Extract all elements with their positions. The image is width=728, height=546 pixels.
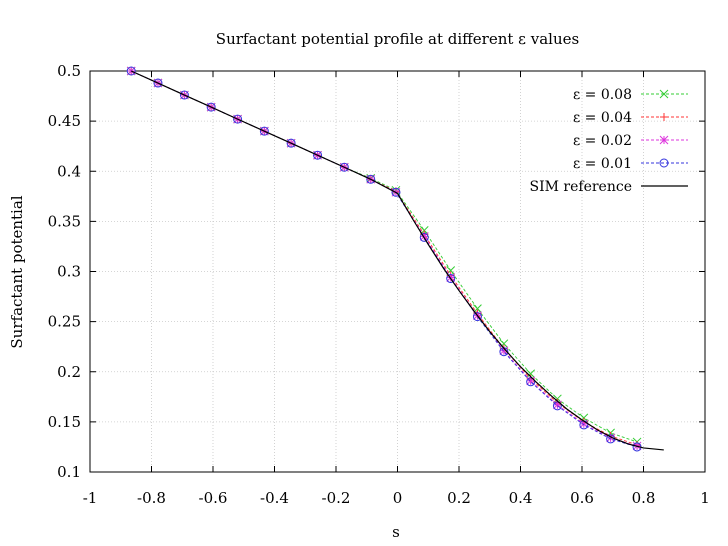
chart-title: Surfactant potential profile at differen… — [216, 30, 579, 48]
series-4-point — [126, 66, 136, 76]
series-4-point — [472, 312, 482, 322]
series-4-point — [206, 102, 216, 112]
series-layer — [126, 66, 664, 452]
y-tick-label: 0.25 — [48, 313, 81, 331]
series-3-line — [131, 70, 638, 447]
legend-swatch-marker — [660, 113, 668, 121]
series-2-line — [131, 70, 638, 446]
legend-label: ε = 0.01 — [573, 156, 632, 172]
x-tick-label: -0.4 — [260, 489, 289, 507]
series-4-point — [339, 162, 349, 172]
series-1-point — [499, 339, 509, 349]
legend-label: ε = 0.02 — [573, 133, 632, 149]
legend: ε = 0.08 ε = 0.04 ε = 0.02 ε = 0.01 SIM refe… — [530, 87, 688, 195]
legend-swatch-marker — [659, 89, 669, 99]
x-tick-label: 0.6 — [570, 489, 594, 507]
series-1-point — [526, 369, 536, 379]
y-tick-label: 0.4 — [57, 162, 81, 180]
series-5-line — [130, 70, 664, 451]
legend-swatch-marker — [659, 135, 669, 145]
y-axis-label: Surfactant potential — [8, 195, 26, 348]
series-4-line — [131, 70, 638, 448]
x-tick-label: 1 — [700, 489, 710, 507]
legend-label: ε = 0.04 — [573, 110, 632, 126]
x-tick-label: 0.8 — [632, 489, 656, 507]
y-tick-label: 0.1 — [57, 463, 81, 481]
series-4-point — [366, 174, 376, 184]
series-4-point — [313, 150, 323, 160]
series-4-point — [259, 126, 269, 136]
series-4-point — [419, 232, 429, 242]
x-tick-label: -0.8 — [137, 489, 166, 507]
x-tick-label: -0.2 — [322, 489, 351, 507]
legend-swatch-marker — [659, 158, 669, 168]
series-4-point — [446, 274, 456, 284]
x-tick-label: 0.2 — [447, 489, 471, 507]
legend-label: ε = 0.08 — [573, 87, 632, 103]
axis-ticks: -1 -0.8 -0.6 -0.4 -0.2 0 0.2 0.4 0.6 0.8 1 0.1 0.15 0… — [48, 62, 710, 507]
x-tick-label: -1 — [83, 489, 98, 507]
y-tick-label: 0.35 — [48, 212, 81, 230]
series-4-point — [179, 90, 189, 100]
y-tick-label: 0.2 — [57, 363, 81, 381]
x-axis-label: s — [392, 523, 400, 541]
x-tick-label: 0 — [393, 489, 403, 507]
x-tick-label: -0.6 — [199, 489, 228, 507]
y-tick-label: 0.3 — [57, 263, 81, 281]
series-4-point — [391, 187, 401, 197]
y-tick-label: 0.5 — [57, 62, 81, 80]
y-tick-label: 0.15 — [48, 413, 81, 431]
legend-label: SIM reference — [530, 179, 632, 195]
y-tick-label: 0.45 — [48, 112, 81, 130]
grid — [90, 71, 705, 472]
series-1-line — [131, 70, 638, 443]
series-4-point — [153, 78, 163, 88]
series-4-point — [286, 138, 296, 148]
x-tick-label: 0.4 — [509, 489, 533, 507]
series-4-point — [552, 401, 562, 411]
series-4-point — [233, 114, 243, 124]
series-4-point — [526, 377, 536, 387]
